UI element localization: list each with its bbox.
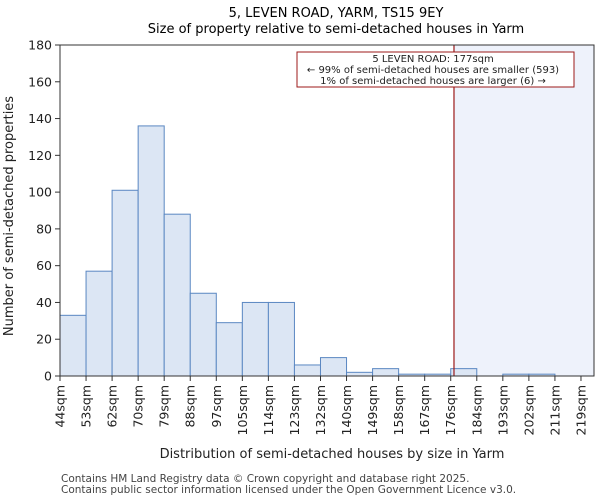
- x-axis-label: Distribution of semi-detached houses by …: [160, 447, 505, 462]
- x-tick-label: 202sqm: [521, 385, 536, 435]
- bar-44sqm: [59, 314, 87, 377]
- bar-79sqm: [163, 213, 191, 377]
- x-tick-label: 62sqm: [105, 385, 120, 428]
- y-tick-label: 60: [36, 258, 52, 273]
- annotation-frame: [296, 51, 575, 88]
- y-axis-label: Number of semi-detached properties: [2, 96, 17, 336]
- x-tick-label: 193sqm: [495, 385, 510, 435]
- x-tick-label: 140sqm: [339, 385, 354, 435]
- x-tick-label: 44sqm: [53, 385, 68, 428]
- x-tick-label: 53sqm: [79, 385, 94, 428]
- annotation-box: 5 LEVEN ROAD: 177sqm ← 99% of semi-detac…: [296, 51, 575, 88]
- x-tick-label: 184sqm: [469, 385, 484, 435]
- plot-frame: [59, 44, 595, 377]
- bar-176sqm: [450, 368, 478, 377]
- footer-line-2: Contains public sector information licen…: [61, 484, 517, 496]
- bar-140sqm: [346, 371, 374, 377]
- x-tick-label: 167sqm: [417, 385, 432, 435]
- annotation-line-3: 1% of semi-detached houses are larger (6…: [320, 76, 546, 87]
- y-tick-label: 20: [36, 332, 52, 347]
- x-tick-label: 70sqm: [131, 385, 146, 428]
- x-tick-label: 211sqm: [547, 385, 562, 435]
- bar-88sqm: [189, 292, 217, 377]
- x-tick-label: 88sqm: [183, 385, 198, 428]
- bar-132sqm: [319, 357, 348, 377]
- x-tick-label: 158sqm: [391, 385, 406, 435]
- bar-123sqm: [293, 364, 321, 377]
- y-tick-label: 140: [28, 111, 52, 126]
- footer-line-1: Contains HM Land Registry data © Crown c…: [61, 473, 470, 485]
- bar-70sqm: [137, 125, 165, 377]
- x-tick-label: 79sqm: [157, 385, 172, 428]
- x-tick-label: 114sqm: [261, 385, 276, 435]
- chart-title: 5, LEVEN ROAD, YARM, TS15 9EY: [229, 6, 444, 21]
- x-tick-label: 219sqm: [573, 385, 588, 435]
- y-tick-label: 180: [28, 38, 52, 53]
- y-tick-label: 100: [28, 185, 52, 200]
- bar-149sqm: [372, 368, 400, 377]
- x-tick-label: 149sqm: [365, 385, 380, 435]
- y-tick-label: 0: [44, 369, 52, 384]
- annotation-line-2: ← 99% of semi-detached houses are smalle…: [307, 65, 559, 76]
- y-tick-label: 160: [28, 74, 52, 89]
- bar-105sqm: [241, 301, 269, 377]
- annotation-line-1: 5 LEVEN ROAD: 177sqm: [372, 54, 493, 65]
- y-tick-label: 80: [36, 221, 52, 236]
- x-tick-label: 176sqm: [443, 385, 458, 435]
- y-tick-label: 40: [36, 295, 52, 310]
- x-tick-label: 97sqm: [209, 385, 224, 428]
- x-tick-label: 132sqm: [313, 385, 328, 435]
- y-tick-label: 120: [28, 148, 52, 163]
- bar-62sqm: [111, 189, 139, 377]
- bar-53sqm: [85, 270, 113, 377]
- x-tick-label: 105sqm: [235, 385, 250, 435]
- chart-subtitle: Size of property relative to semi-detach…: [148, 22, 524, 37]
- bar-114sqm: [267, 301, 295, 377]
- larger-region: [453, 45, 594, 376]
- x-tick-label: 123sqm: [287, 385, 302, 435]
- bar-97sqm: [215, 322, 243, 377]
